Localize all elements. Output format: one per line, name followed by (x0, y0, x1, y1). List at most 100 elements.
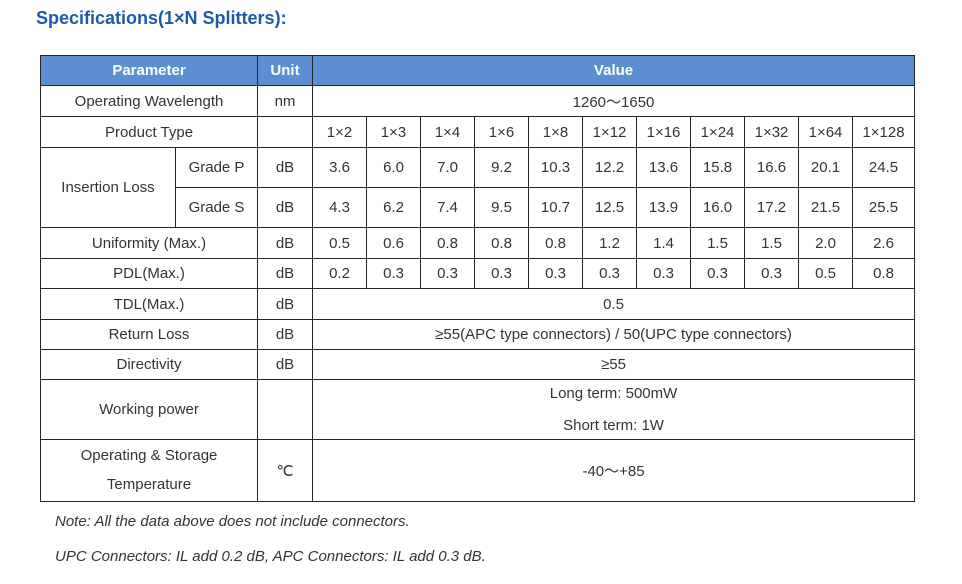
row-insertion-loss-grade-p: Insertion Loss Grade P dB 3.6 6.0 7.0 9.… (40, 147, 916, 228)
param-label: Operating Wavelength (39, 85, 259, 117)
row-directivity: Directivity dB ≥55 (39, 349, 916, 380)
grade-label: Grade P (174, 147, 259, 188)
unit-cell: nm (257, 85, 314, 117)
unit-cell: dB (257, 288, 314, 320)
row-tdl: TDL(Max.) dB 0.5 (39, 288, 916, 320)
unit-cell (257, 116, 314, 148)
grade-label: Grade S (174, 187, 259, 228)
header-row: Parameter Unit Value (39, 55, 916, 86)
working-power-lines: Long term: 500mW Short term: 1W (315, 385, 912, 435)
param-label: Operating & Storage Temperature (39, 439, 259, 502)
value-cell: 6.2 (366, 187, 422, 228)
col-header-value: Value (312, 55, 916, 86)
value-cell: 10.3 (528, 147, 584, 188)
value-cell: 0.3 (636, 258, 692, 289)
product-type-cell: 1×8 (528, 116, 584, 148)
value-cell: 2.0 (798, 227, 854, 259)
row-insertion-loss-grade-s: Grade S dB 4.3 6.2 7.4 9.5 10.7 12.5 13.… (41, 187, 916, 228)
temperature-label-line1: Operating & Storage (80, 447, 218, 464)
unit-cell: dB (257, 319, 314, 350)
value-cell: 0.3 (420, 258, 476, 289)
row-product-type: Product Type 1×2 1×3 1×4 1×6 1×8 1×12 1×… (39, 116, 916, 148)
value-cell: 1.5 (744, 227, 800, 259)
value-cell: 0.8 (852, 258, 916, 289)
product-type-cell: 1×24 (690, 116, 746, 148)
value-cell: 0.3 (744, 258, 800, 289)
value-cell: 13.9 (636, 187, 692, 228)
value-cell: 25.5 (852, 187, 916, 228)
product-type-cell: 1×64 (798, 116, 854, 148)
unit-cell: dB (257, 187, 314, 228)
value-cell: 1.4 (636, 227, 692, 259)
value-cell: -40～+85 (312, 439, 916, 502)
unit-cell: dB (257, 147, 314, 188)
param-label-insertion-loss: Insertion Loss (40, 147, 176, 228)
param-label: Working power (39, 379, 259, 440)
note-il-add: UPC Connectors: IL add 0.2 dB, APC Conne… (55, 548, 486, 565)
value-cell: 0.3 (528, 258, 584, 289)
value-cell: 0.5 (798, 258, 854, 289)
value-cell: 0.2 (312, 258, 368, 289)
working-power-long-term: Long term: 500mW (549, 384, 678, 402)
value-cell: 17.2 (744, 187, 800, 228)
product-type-cell: 1×2 (312, 116, 368, 148)
param-label: Directivity (39, 349, 259, 380)
value-cell: 13.6 (636, 147, 692, 188)
unit-cell: dB (257, 227, 314, 259)
value-cell: 9.2 (474, 147, 530, 188)
product-type-cell: 1×16 (636, 116, 692, 148)
value-cell: 16.6 (744, 147, 800, 188)
value-cell: 1.2 (582, 227, 638, 259)
product-type-cell: 1×4 (420, 116, 476, 148)
row-uniformity: Uniformity (Max.) dB 0.5 0.6 0.8 0.8 0.8… (39, 227, 916, 259)
value-cell: 3.6 (312, 147, 368, 188)
value-cell: 7.4 (420, 187, 476, 228)
row-pdl: PDL(Max.) dB 0.2 0.3 0.3 0.3 0.3 0.3 0.3… (39, 258, 916, 289)
unit-cell: ℃ (257, 439, 314, 502)
param-label: Uniformity (Max.) (39, 227, 259, 259)
value-cell: 0.8 (528, 227, 584, 259)
value-cell: 21.5 (798, 187, 854, 228)
value-cell: 12.5 (582, 187, 638, 228)
value-cell: 0.5 (312, 288, 916, 320)
value-cell: 1260～1650 (312, 85, 916, 117)
param-label: Return Loss (39, 319, 259, 350)
param-label: PDL(Max.) (39, 258, 259, 289)
col-header-parameter: Parameter (39, 55, 259, 86)
value-cell: 0.8 (474, 227, 530, 259)
value-cell: 0.6 (366, 227, 422, 259)
value-cell: ≥55 (312, 349, 916, 380)
unit-cell (257, 379, 314, 440)
param-label: Product Type (39, 116, 259, 148)
value-cell: 15.8 (690, 147, 746, 188)
value-cell: 1.5 (690, 227, 746, 259)
page-title: Specifications(1×N Splitters): (36, 8, 287, 28)
value-cell: 9.5 (474, 187, 530, 228)
value-cell: 16.0 (690, 187, 746, 228)
value-cell: 12.2 (582, 147, 638, 188)
product-type-cell: 1×12 (582, 116, 638, 148)
note-connectors: Note: All the data above does not includ… (55, 513, 410, 530)
value-cell: 4.3 (312, 187, 368, 228)
unit-cell: dB (257, 258, 314, 289)
col-header-unit: Unit (257, 55, 314, 86)
product-type-cell: 1×128 (852, 116, 916, 148)
value-cell: 7.0 (420, 147, 476, 188)
value-cell: 20.1 (798, 147, 854, 188)
product-type-cell: 1×6 (474, 116, 530, 148)
specifications-table: Parameter Unit Value Operating Wavelengt… (39, 55, 916, 502)
temperature-label-line2: Temperature (106, 476, 192, 493)
working-power-short-term: Short term: 1W (563, 416, 664, 434)
value-cell: 24.5 (852, 147, 916, 188)
value-cell: 6.0 (366, 147, 422, 188)
row-operating-wavelength: Operating Wavelength nm 1260～1650 (39, 85, 916, 117)
value-cell: 2.6 (852, 227, 916, 259)
value-cell: Long term: 500mW Short term: 1W (312, 379, 916, 440)
value-cell: 0.3 (474, 258, 530, 289)
value-cell: 10.7 (528, 187, 584, 228)
value-cell: 0.3 (366, 258, 422, 289)
value-cell: ≥55(APC type connectors) / 50(UPC type c… (312, 319, 916, 350)
value-cell: 0.3 (582, 258, 638, 289)
param-label: TDL(Max.) (39, 288, 259, 320)
